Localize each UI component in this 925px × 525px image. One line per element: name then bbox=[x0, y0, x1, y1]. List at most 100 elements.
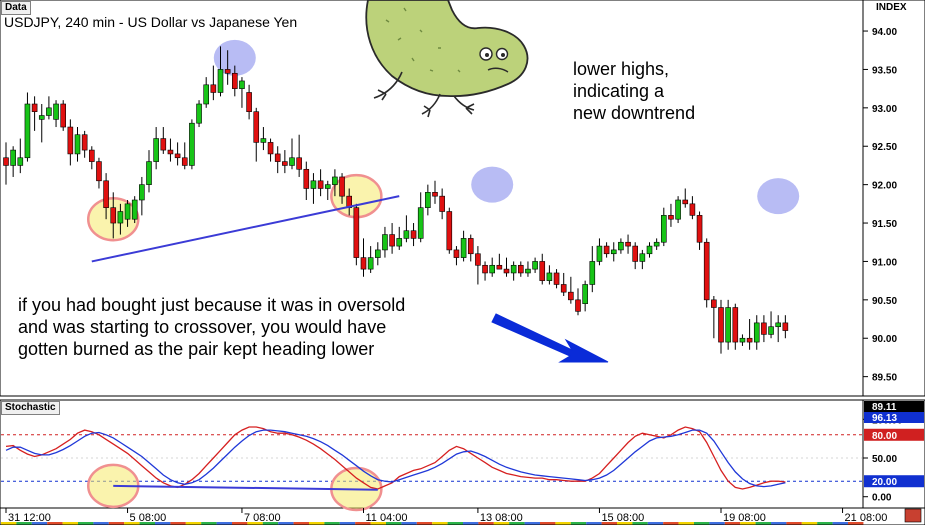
bullish-candle bbox=[38, 115, 45, 120]
bearish-candle bbox=[410, 230, 417, 239]
time-tick-label: 11 04:00 bbox=[366, 512, 408, 524]
bearish-candle bbox=[96, 161, 102, 182]
current-value-label: 89.11 bbox=[872, 402, 897, 413]
session-strip-segment bbox=[247, 522, 263, 525]
bearish-candle bbox=[711, 299, 717, 308]
bearish-candle bbox=[339, 176, 345, 197]
lizard-mouth bbox=[487, 67, 509, 73]
price-tick-label: 89.50 bbox=[872, 373, 897, 384]
session-strip-segment bbox=[78, 522, 94, 525]
bullish-candle bbox=[332, 176, 338, 185]
bullish-candle bbox=[768, 326, 774, 335]
session-strip-segment bbox=[324, 522, 340, 525]
bearish-candle bbox=[568, 291, 574, 301]
bullish-candle bbox=[139, 184, 145, 201]
bullish-candle bbox=[117, 211, 124, 224]
bearish-candle bbox=[232, 72, 238, 89]
bullish-candle bbox=[532, 261, 538, 270]
session-strip-segment bbox=[601, 522, 617, 525]
lizard-spots bbox=[385, 7, 461, 73]
price-highlight-circle bbox=[213, 39, 256, 76]
bearish-candle bbox=[467, 238, 474, 255]
cartoon-lizard-illustration bbox=[365, 0, 529, 118]
bearish-candle bbox=[539, 261, 546, 281]
bullish-candle bbox=[417, 207, 424, 239]
price-tick-label: 90.50 bbox=[872, 296, 897, 307]
session-strip-segment bbox=[124, 522, 140, 525]
session-strip-segment bbox=[524, 522, 540, 525]
session-strip-segment bbox=[293, 522, 309, 525]
session-strip-segment bbox=[155, 522, 171, 525]
bearish-candle bbox=[496, 264, 503, 270]
bullish-candle bbox=[510, 264, 517, 274]
stochastic-pane-label: Stochastic bbox=[1, 401, 60, 415]
session-strip-segment bbox=[647, 522, 664, 525]
bearish-candle bbox=[210, 84, 217, 93]
session-strip-segment bbox=[309, 522, 325, 525]
bearish-candle bbox=[575, 299, 581, 312]
session-strip-segment bbox=[31, 522, 48, 525]
bullish-candle bbox=[546, 272, 553, 281]
session-strip-segment bbox=[709, 522, 725, 525]
bullish-candle bbox=[310, 180, 317, 189]
bearish-candle bbox=[274, 153, 281, 162]
bearish-candle bbox=[360, 257, 367, 270]
session-strip-segment bbox=[185, 522, 202, 525]
current-value-badge bbox=[864, 401, 924, 412]
bearish-candle bbox=[625, 241, 631, 247]
bullish-candle bbox=[646, 245, 653, 255]
price-highlight-circle bbox=[471, 166, 514, 203]
session-strip-segment bbox=[62, 522, 78, 525]
session-strip-segment bbox=[463, 522, 479, 525]
stochastic-tick-label: 0.00 bbox=[872, 493, 892, 504]
bearish-candle bbox=[782, 322, 789, 331]
session-strip-segment bbox=[555, 522, 571, 525]
session-strip-segment bbox=[401, 522, 417, 525]
session-strip-segment bbox=[740, 522, 756, 525]
bearish-candle bbox=[174, 153, 181, 159]
bearish-candle bbox=[439, 195, 445, 212]
price-tick-label: 91.50 bbox=[872, 219, 897, 230]
bullish-candle bbox=[753, 322, 760, 343]
lizard-pupil bbox=[485, 53, 489, 57]
bullish-candle bbox=[596, 245, 603, 262]
price-tick-label: 93.00 bbox=[872, 104, 897, 115]
stochastic-series-line bbox=[5, 426, 786, 490]
bullish-candle bbox=[675, 199, 681, 220]
bullish-candle bbox=[382, 234, 388, 251]
bullish-candle bbox=[189, 122, 195, 166]
session-strip-segment bbox=[755, 522, 771, 525]
bullish-candle bbox=[525, 268, 531, 274]
session-strip-segment bbox=[447, 522, 463, 525]
bearish-candle bbox=[60, 103, 67, 128]
time-tick-label: 15 08:00 bbox=[601, 512, 644, 524]
bearish-candle bbox=[696, 215, 703, 243]
stochastic-tick-label: 50.00 bbox=[872, 454, 897, 465]
session-strip-segment bbox=[694, 522, 710, 525]
session-strip-segment bbox=[1, 522, 17, 525]
bullish-candle bbox=[403, 230, 410, 239]
downtrend-arrow-shape bbox=[491, 313, 609, 363]
bearish-candle bbox=[67, 126, 74, 155]
session-strip-segment bbox=[139, 522, 155, 525]
bearish-candle bbox=[389, 234, 395, 247]
session-strip-segment bbox=[724, 522, 741, 525]
session-strip-segment bbox=[632, 522, 648, 525]
session-strip-segment bbox=[570, 522, 587, 525]
bearish-candle bbox=[732, 307, 739, 343]
bearish-candle bbox=[718, 307, 724, 343]
session-strip-segment bbox=[540, 522, 556, 525]
bearish-candle bbox=[603, 245, 610, 255]
bullish-candle bbox=[74, 134, 81, 155]
session-strip-segment bbox=[678, 522, 694, 525]
bearish-candle bbox=[689, 203, 696, 216]
bearish-candle bbox=[181, 157, 188, 166]
bullish-candle bbox=[425, 192, 431, 208]
bullish-candle bbox=[367, 257, 374, 270]
bullish-candle bbox=[725, 307, 731, 343]
session-strip-segment bbox=[370, 522, 386, 525]
bullish-candle bbox=[17, 157, 24, 166]
session-strip-segment bbox=[216, 522, 232, 525]
bearish-candle bbox=[89, 149, 95, 162]
